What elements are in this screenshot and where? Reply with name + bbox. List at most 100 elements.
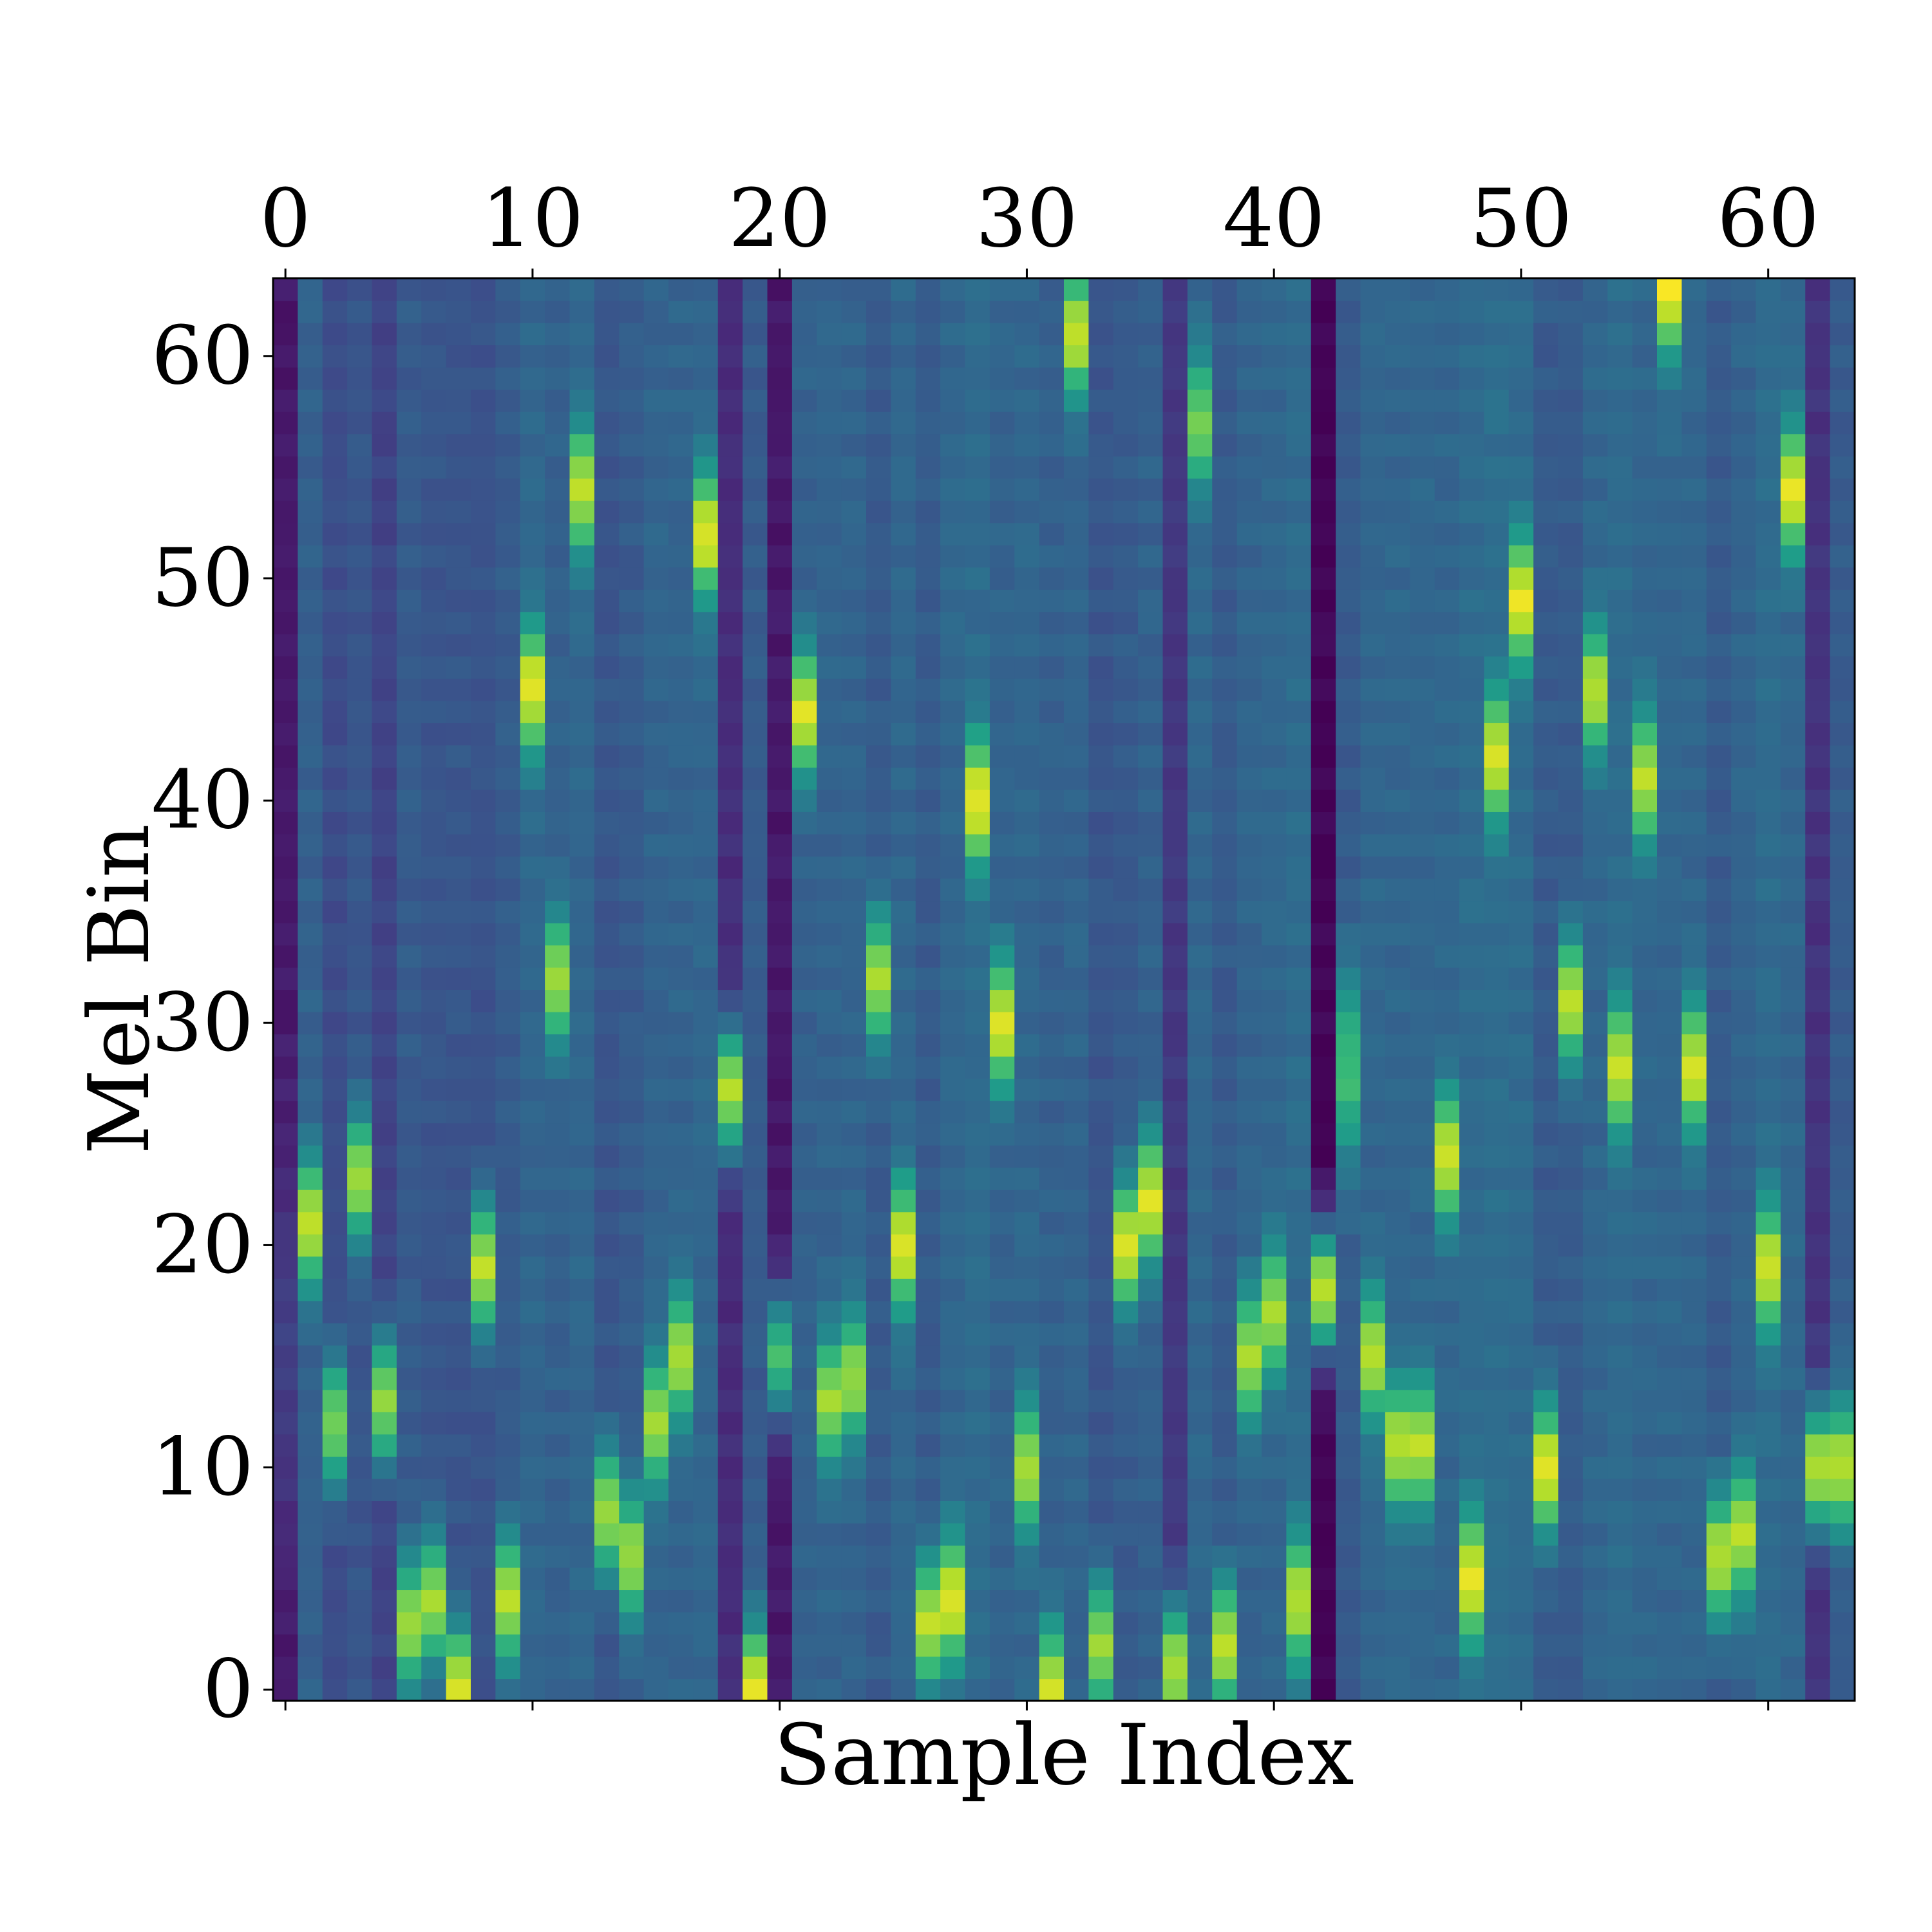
heatmap-cell [569,1256,595,1279]
heatmap-cell [1360,1323,1386,1346]
heatmap-cell [421,1101,447,1124]
heatmap-cell [1311,811,1336,835]
heatmap-cell [1187,1211,1213,1235]
heatmap-cell [1657,1078,1682,1101]
heatmap-cell [1385,500,1410,524]
heatmap-cell [322,1101,348,1124]
heatmap-cell [1410,522,1435,545]
heatmap-cell [495,1122,521,1146]
heatmap-cell [817,412,842,435]
heatmap-cell [372,723,397,746]
heatmap-cell [1336,1678,1361,1701]
heatmap-cell [520,700,545,723]
heatmap-cell [1212,1012,1238,1035]
heatmap-cell [1088,589,1114,612]
heatmap-cell [1756,634,1781,657]
heatmap-cell [1138,1545,1164,1568]
heatmap-cell [767,323,793,346]
heatmap-cell [619,1078,645,1101]
heatmap-cell [1360,1101,1386,1124]
heatmap-cell [1558,922,1584,946]
heatmap-cell [1138,1234,1164,1257]
heatmap-cell [569,1056,595,1079]
heatmap-cell [1162,1189,1188,1213]
heatmap-cell [1632,1300,1658,1323]
heatmap-cell [1731,323,1757,346]
heatmap-cell [1607,723,1633,746]
heatmap-cell [1508,1567,1534,1591]
heatmap-cell [1039,723,1065,746]
heatmap-cell [693,1145,719,1168]
heatmap-cell [1632,589,1658,612]
heatmap-cell [965,1189,990,1213]
heatmap-cell [1533,1034,1559,1057]
heatmap-cell [1805,1367,1831,1390]
heatmap-cell [619,456,645,479]
heatmap-cell [298,1522,323,1546]
heatmap-cell [1731,767,1757,790]
heatmap-cell [1632,1234,1658,1257]
heatmap-cell [891,300,916,323]
heatmap-cell [1311,1145,1336,1168]
heatmap-cell [1039,789,1065,812]
heatmap-cell [569,1189,595,1213]
heatmap-cell [1336,1323,1361,1346]
heatmap-cell [668,1256,694,1279]
heatmap-cell [273,922,298,946]
heatmap-cell [791,433,817,457]
heatmap-cell [891,744,916,768]
heatmap-cell [1434,1589,1460,1613]
heatmap-cell [298,1323,323,1346]
heatmap-cell [1113,1078,1139,1101]
heatmap-cell [1336,367,1361,390]
heatmap-cell [891,811,916,835]
heatmap-cell [1236,856,1262,879]
heatmap-cell [421,678,447,701]
heatmap-cell [1360,1145,1386,1168]
heatmap-cell [1706,1034,1732,1057]
heatmap-cell [1162,412,1188,435]
heatmap-cell [1632,1145,1658,1168]
heatmap-cell [1607,1056,1633,1079]
heatmap-cell [1756,478,1781,501]
heatmap-cell [817,1345,842,1368]
heatmap-cell [1262,1167,1287,1190]
heatmap-cell [989,945,1015,968]
heatmap-cell [1632,767,1658,790]
heatmap-cell [1014,1389,1040,1412]
heatmap-cell [1138,967,1164,990]
heatmap-cell [1805,567,1831,590]
heatmap-cell [545,678,571,701]
heatmap-cell [965,1478,990,1501]
heatmap-cell [347,589,373,612]
heatmap-cell [693,589,719,612]
heatmap-cell [1360,1501,1386,1524]
heatmap-cell [1533,278,1559,301]
heatmap-cell [1805,1034,1831,1057]
heatmap-cell [1805,1189,1831,1213]
heatmap-cell [743,723,768,746]
heatmap-cell [1262,1501,1287,1524]
heatmap-cell [1484,1122,1510,1146]
heatmap-cell [594,789,620,812]
heatmap-cell [471,1078,496,1101]
heatmap-cell [372,478,397,501]
heatmap-cell [1756,1012,1781,1035]
heatmap-cell [1632,678,1658,701]
heatmap-cell [372,1012,397,1035]
heatmap-cell [495,1145,521,1168]
heatmap-cell [347,478,373,501]
heatmap-cell [1311,1101,1336,1124]
heatmap-cell [1360,1034,1386,1057]
heatmap-cell [743,567,768,590]
heatmap-cell [866,522,891,545]
x-tick-label: 20 [728,172,831,265]
heatmap-cell [940,1300,966,1323]
heatmap-cell [965,1389,990,1412]
heatmap-cell [1262,1145,1287,1168]
heatmap-cell [1039,278,1065,301]
heatmap-cell [1262,500,1287,524]
heatmap-cell [1731,878,1757,902]
heatmap-cell [1731,1211,1757,1235]
heatmap-cell [1410,1145,1435,1168]
